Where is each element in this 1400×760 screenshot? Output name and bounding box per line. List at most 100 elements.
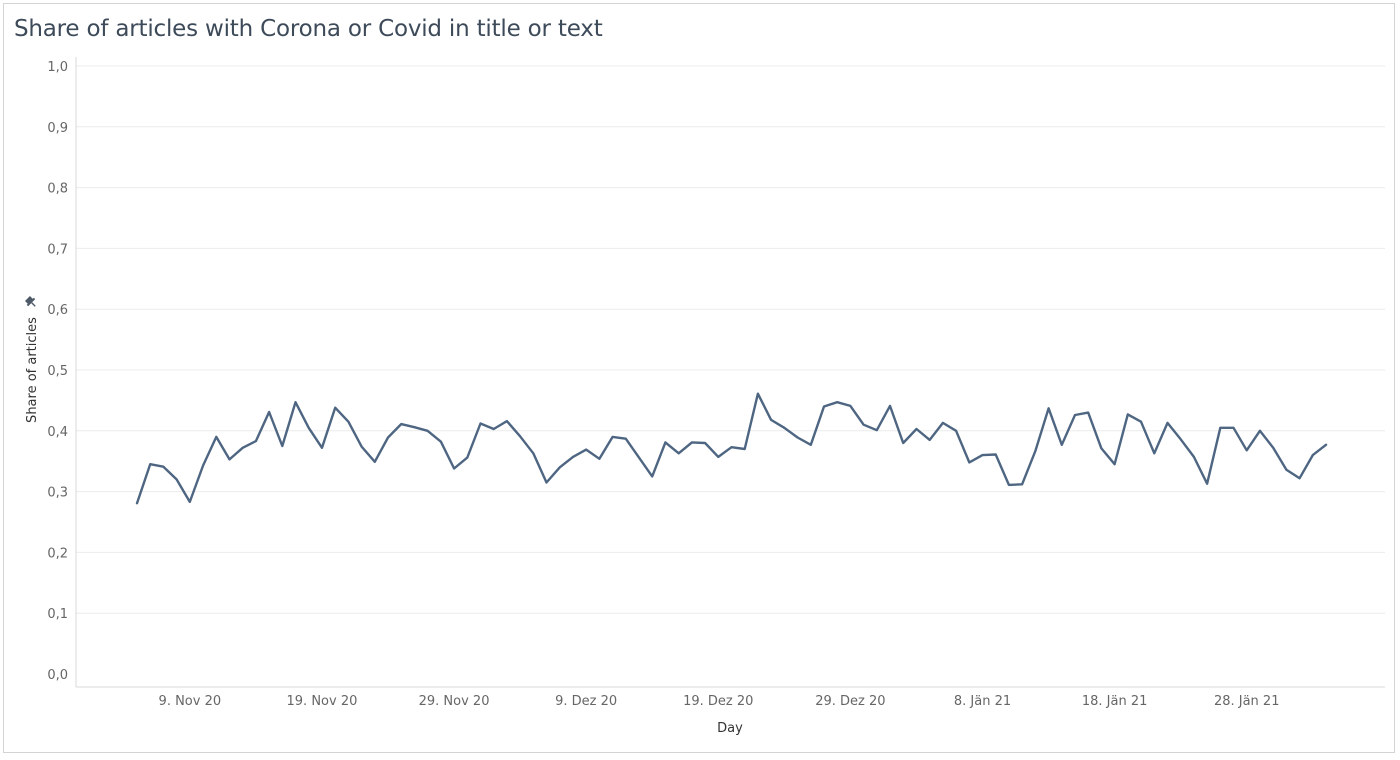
- data-point[interactable]: [662, 439, 668, 445]
- data-point[interactable]: [345, 419, 351, 425]
- data-point[interactable]: [491, 426, 497, 432]
- data-point[interactable]: [438, 439, 444, 445]
- data-point[interactable]: [227, 456, 233, 462]
- data-point[interactable]: [385, 435, 391, 441]
- data-point[interactable]: [781, 425, 787, 431]
- data-point[interactable]: [729, 444, 735, 450]
- data-point[interactable]: [834, 399, 840, 405]
- pin-icon[interactable]: [24, 295, 39, 310]
- data-point[interactable]: [1019, 481, 1025, 487]
- data-point[interactable]: [1151, 450, 1157, 456]
- data-point[interactable]: [966, 459, 972, 465]
- data-point[interactable]: [1072, 412, 1078, 418]
- data-point[interactable]: [1244, 447, 1250, 453]
- data-point[interactable]: [1257, 428, 1263, 434]
- data-point[interactable]: [900, 440, 906, 446]
- data-point[interactable]: [940, 420, 946, 426]
- data-point[interactable]: [1165, 420, 1171, 426]
- data-point[interactable]: [266, 409, 272, 415]
- data-point[interactable]: [1125, 411, 1131, 417]
- data-point[interactable]: [795, 435, 801, 441]
- data-point[interactable]: [649, 473, 655, 479]
- y-tick-label: 0,3: [47, 486, 68, 501]
- data-point[interactable]: [411, 424, 417, 430]
- data-point[interactable]: [1112, 461, 1118, 467]
- data-point[interactable]: [1217, 425, 1223, 431]
- data-point[interactable]: [980, 452, 986, 458]
- data-point[interactable]: [1059, 442, 1065, 448]
- data-point[interactable]: [544, 480, 550, 486]
- data-point[interactable]: [504, 418, 510, 424]
- data-point[interactable]: [887, 403, 893, 409]
- data-point[interactable]: [160, 464, 166, 470]
- data-point[interactable]: [398, 421, 404, 427]
- data-point[interactable]: [372, 459, 378, 465]
- data-point[interactable]: [1085, 410, 1091, 416]
- data-point[interactable]: [306, 425, 312, 431]
- data-point[interactable]: [993, 452, 999, 458]
- data-point[interactable]: [1032, 448, 1038, 454]
- data-point[interactable]: [319, 445, 325, 451]
- data-point[interactable]: [755, 391, 761, 397]
- data-point[interactable]: [570, 454, 576, 460]
- data-point[interactable]: [134, 500, 140, 506]
- data-point[interactable]: [861, 422, 867, 428]
- data-point[interactable]: [702, 440, 708, 446]
- x-tick-label: 28. Jän 21: [1214, 694, 1280, 709]
- data-point[interactable]: [914, 426, 920, 432]
- data-point[interactable]: [742, 446, 748, 452]
- data-point[interactable]: [953, 428, 959, 434]
- x-tick-label: 9. Dez 20: [555, 694, 617, 709]
- data-point[interactable]: [253, 438, 259, 444]
- data-point[interactable]: [847, 403, 853, 409]
- data-point[interactable]: [213, 434, 219, 440]
- data-point[interactable]: [174, 476, 180, 482]
- data-point[interactable]: [1204, 481, 1210, 487]
- data-point[interactable]: [715, 454, 721, 460]
- data-point[interactable]: [332, 405, 338, 411]
- data-point[interactable]: [359, 444, 365, 450]
- data-point[interactable]: [768, 417, 774, 423]
- data-point[interactable]: [583, 447, 589, 453]
- data-point[interactable]: [557, 464, 563, 470]
- data-point[interactable]: [293, 399, 299, 405]
- data-point[interactable]: [1270, 445, 1276, 451]
- data-point[interactable]: [530, 450, 536, 456]
- data-point[interactable]: [279, 443, 285, 449]
- data-point[interactable]: [1191, 454, 1197, 460]
- data-point[interactable]: [610, 434, 616, 440]
- data-point[interactable]: [200, 463, 206, 469]
- data-point[interactable]: [1310, 452, 1316, 458]
- data-point[interactable]: [596, 456, 602, 462]
- data-point[interactable]: [147, 461, 153, 467]
- data-point[interactable]: [1297, 475, 1303, 481]
- data-point[interactable]: [1098, 445, 1104, 451]
- data-point[interactable]: [1231, 425, 1237, 431]
- x-tick-label: 29. Nov 20: [419, 694, 490, 709]
- data-point[interactable]: [1006, 482, 1012, 488]
- data-point[interactable]: [187, 499, 193, 505]
- data-point[interactable]: [689, 439, 695, 445]
- data-point[interactable]: [517, 433, 523, 439]
- data-point[interactable]: [623, 436, 629, 442]
- data-point[interactable]: [927, 437, 933, 443]
- x-tick-label: 18. Jän 21: [1082, 694, 1148, 709]
- data-point[interactable]: [636, 455, 642, 461]
- data-point[interactable]: [240, 445, 246, 451]
- data-point[interactable]: [1323, 442, 1329, 448]
- series-points: [134, 391, 1329, 507]
- data-point[interactable]: [1138, 419, 1144, 425]
- data-point[interactable]: [464, 455, 470, 461]
- data-point[interactable]: [425, 428, 431, 434]
- data-point[interactable]: [821, 404, 827, 410]
- data-point[interactable]: [478, 421, 484, 427]
- data-point[interactable]: [1046, 405, 1052, 411]
- data-point[interactable]: [874, 427, 880, 433]
- data-point[interactable]: [451, 466, 457, 472]
- data-point[interactable]: [676, 450, 682, 456]
- data-point[interactable]: [1283, 467, 1289, 473]
- data-point[interactable]: [808, 442, 814, 448]
- data-point[interactable]: [1178, 436, 1184, 442]
- y-tick-label: 0,7: [47, 242, 68, 257]
- chart-title: Share of articles with Corona or Covid i…: [14, 16, 603, 42]
